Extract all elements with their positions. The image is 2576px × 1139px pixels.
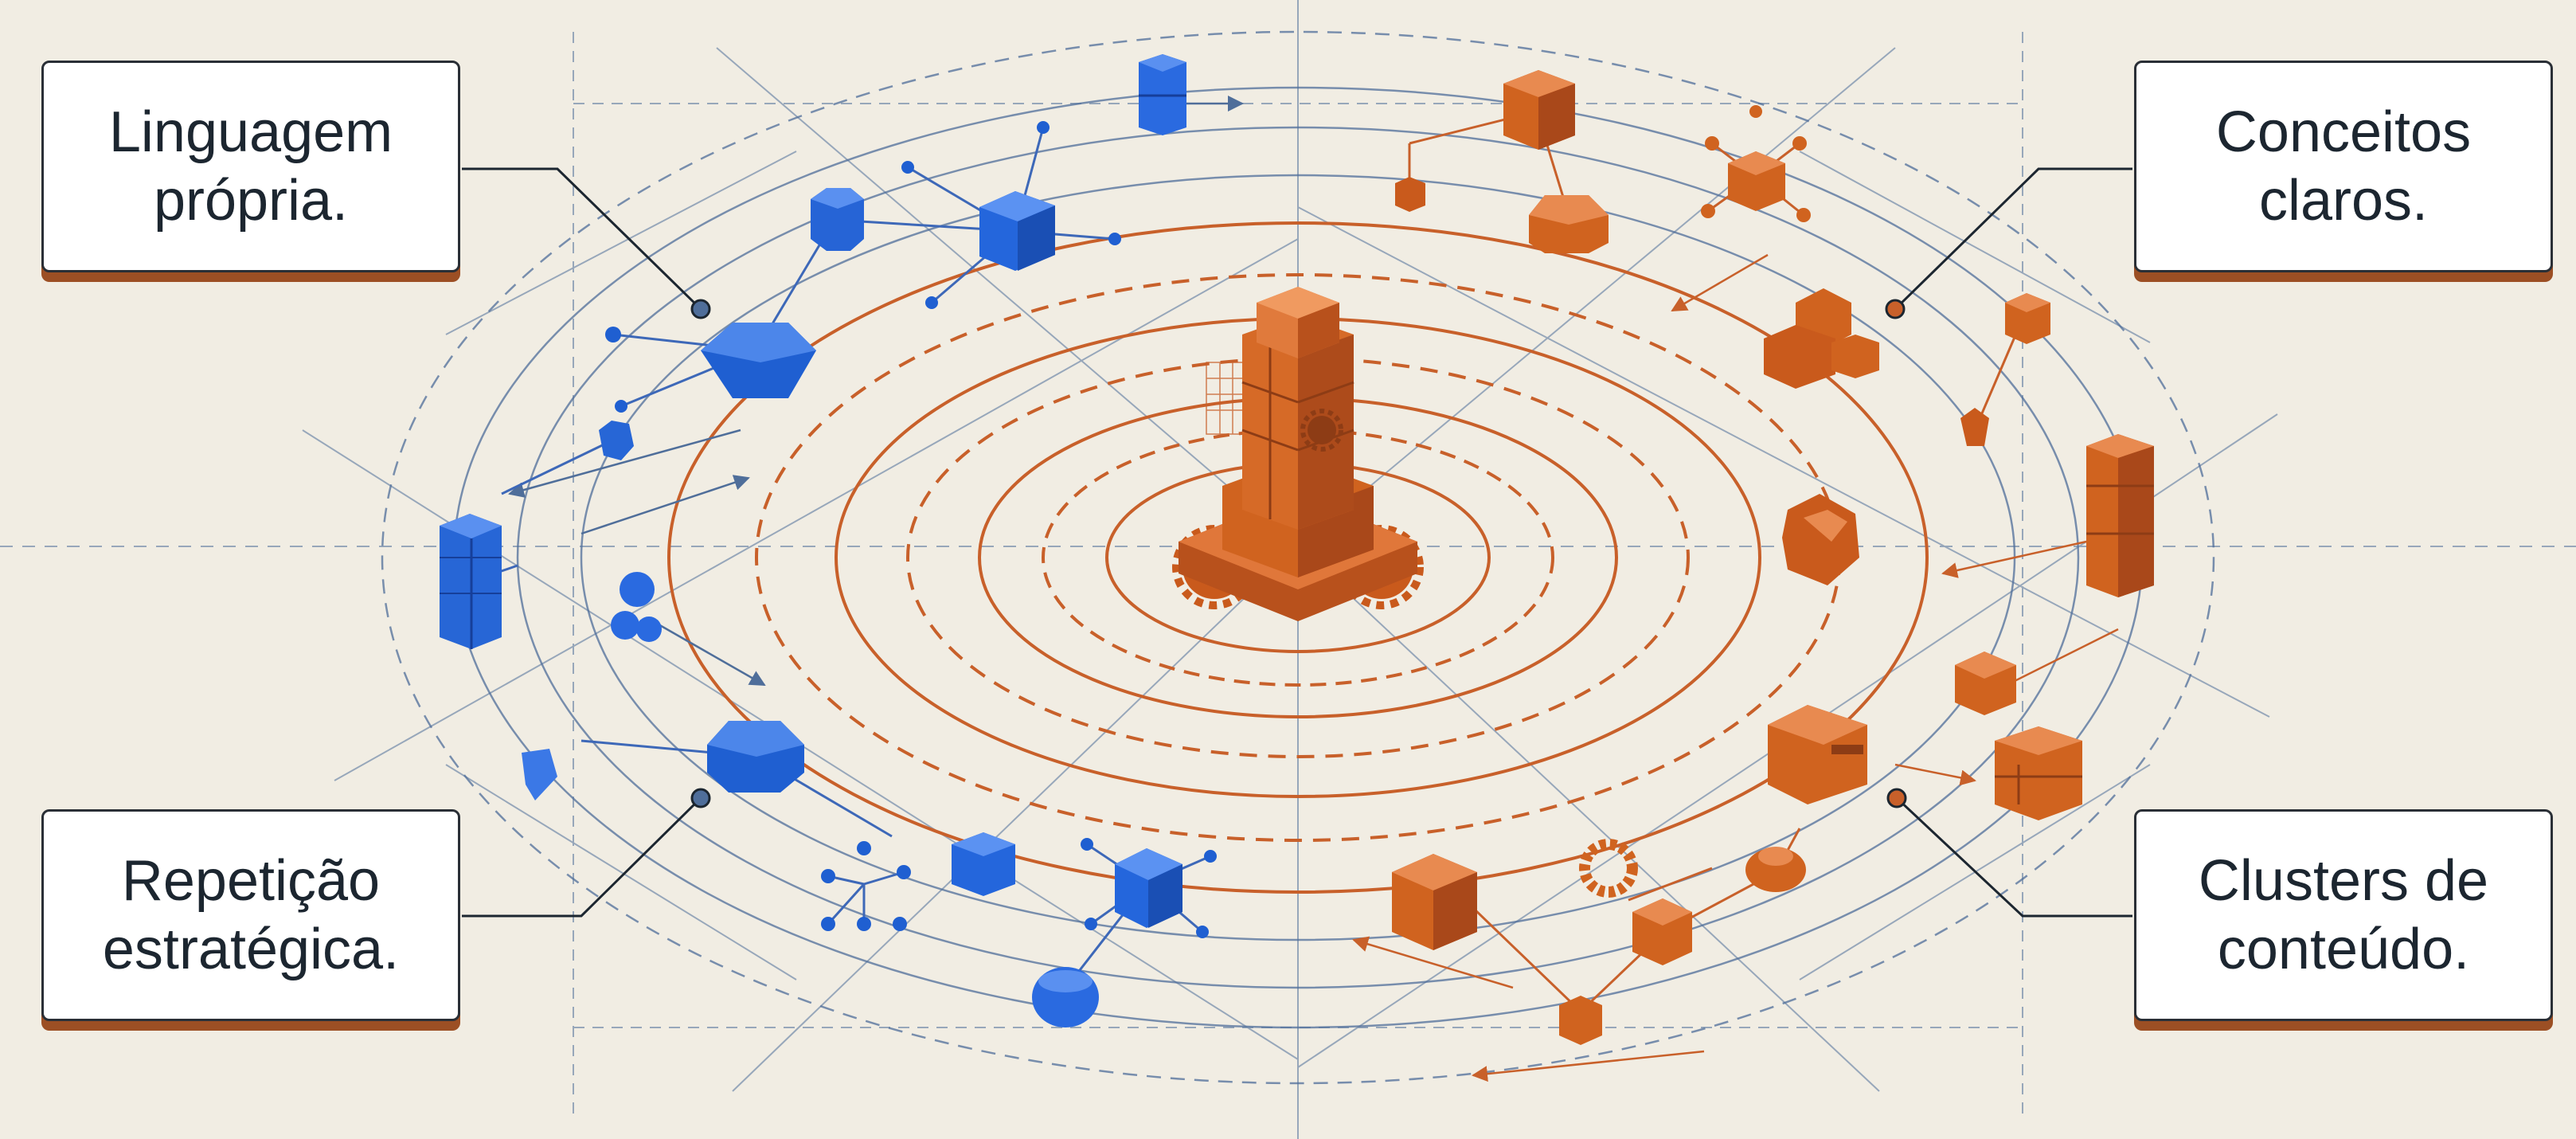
callout-leaders — [462, 167, 2132, 918]
tower-with-gears-icon — [1172, 287, 1424, 621]
callout-text: Repetição estratégica. — [102, 849, 400, 981]
orange-cubes-icon — [1392, 70, 2154, 1045]
callout-conceitos-claros: Conceitos claros. — [2134, 61, 2553, 272]
callout-linguagem-propria: Linguagem própria. — [41, 61, 460, 272]
callout-text: Linguagem própria. — [108, 100, 393, 233]
blue-connections — [444, 127, 1211, 992]
orange-nodes — [1701, 105, 1811, 222]
callout-text: Clusters de conteúdo. — [2198, 849, 2489, 981]
callout-repeticao-estrategica: Repetição estratégica. — [41, 809, 460, 1021]
blue-nodes — [605, 121, 1217, 938]
blue-cubes-icon — [440, 54, 1186, 1027]
callout-text: Conceitos claros. — [2215, 100, 2472, 233]
callout-clusters-de-conteudo: Clusters de conteúdo. — [2134, 809, 2553, 1021]
